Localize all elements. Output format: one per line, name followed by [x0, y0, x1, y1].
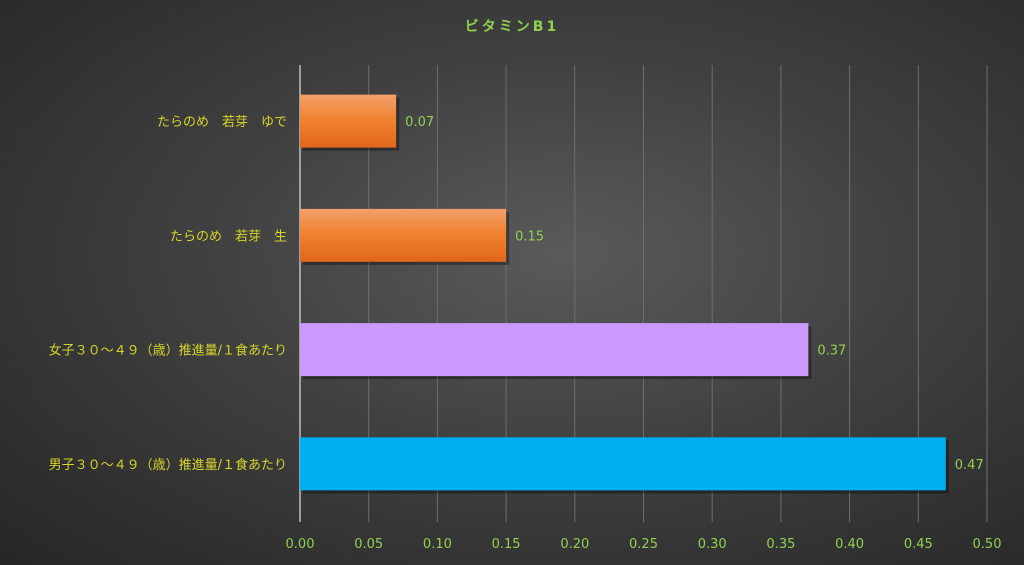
x-tick-label: 0.35	[766, 537, 795, 552]
chart-title: ビタミンB1	[464, 19, 560, 35]
category-label: 女子３０～４９（歳）推進量/１食あたり	[49, 343, 287, 359]
data-label: 0.47	[955, 458, 984, 473]
x-tick-label: 0.45	[904, 537, 933, 552]
bar	[300, 94, 397, 148]
category-label: たらのめ 若芽 ゆで	[157, 114, 287, 130]
x-tick-label: 0.50	[973, 537, 1002, 552]
bar	[300, 437, 946, 491]
x-tick-label: 0.20	[560, 537, 589, 552]
x-tick-label: 0.05	[354, 537, 383, 552]
data-label: 0.37	[817, 344, 846, 359]
bar	[300, 323, 809, 377]
x-tick-label: 0.25	[629, 537, 658, 552]
x-tick-label: 0.00	[286, 537, 315, 552]
data-label: 0.07	[405, 115, 434, 130]
bar	[300, 208, 507, 262]
x-tick-label: 0.40	[835, 537, 864, 552]
data-label: 0.15	[515, 229, 544, 244]
x-tick-label: 0.30	[698, 537, 727, 552]
category-label: たらのめ 若芽 生	[170, 228, 287, 244]
x-tick-label: 0.10	[423, 537, 452, 552]
x-tick-label: 0.15	[492, 537, 521, 552]
category-label: 男子３０～４９（歳）推進量/１食あたり	[49, 457, 287, 473]
